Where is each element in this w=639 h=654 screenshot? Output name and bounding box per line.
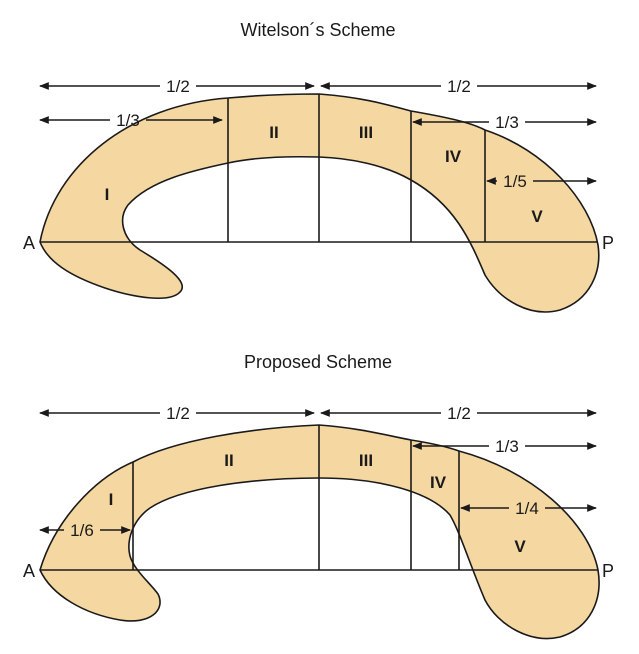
proposed-anterior-half-label: 1/2 [166, 404, 190, 423]
witelson-posterior-label: P [602, 233, 614, 253]
witelson-anterior-third-label: 1/3 [116, 111, 140, 130]
witelson-region-label: III [359, 123, 373, 142]
witelson-posterior-third-label: 1/3 [495, 113, 519, 132]
proposed-region-label: II [224, 451, 233, 470]
proposed-anterior-label: A [23, 561, 35, 581]
proposed-posterior-label: P [602, 561, 614, 581]
proposed-posterior-quarter-label: 1/4 [515, 499, 539, 518]
proposed-region-label: IV [430, 473, 447, 492]
witelson-posterior-fifth-label: 1/5 [503, 172, 527, 191]
proposed-region-label: III [359, 451, 373, 470]
proposed-scheme: Proposed Scheme A P I II III IV V 1/2 1/… [23, 352, 614, 640]
proposed-scheme-title: Proposed Scheme [244, 352, 392, 372]
proposed-region-label: V [514, 537, 526, 556]
proposed-anterior-sixth-label: 1/6 [70, 521, 94, 540]
witelson-region-label: IV [445, 147, 462, 166]
witelson-region-label: II [269, 123, 278, 142]
witelson-anterior-half-label: 1/2 [166, 77, 190, 96]
witelson-region-label: I [105, 185, 110, 204]
witelson-posterior-half-label: 1/2 [447, 77, 471, 96]
proposed-posterior-third-label: 1/3 [495, 437, 519, 456]
proposed-region-label: I [109, 490, 114, 509]
witelson-region-label: V [531, 207, 543, 226]
proposed-posterior-half-label: 1/2 [447, 404, 471, 423]
witelson-scheme-title: Witelson´s Scheme [240, 20, 395, 40]
witelson-scheme: Witelson´s Scheme A P I II III IV V 1/2 … [23, 20, 614, 313]
witelson-anterior-label: A [23, 233, 35, 253]
